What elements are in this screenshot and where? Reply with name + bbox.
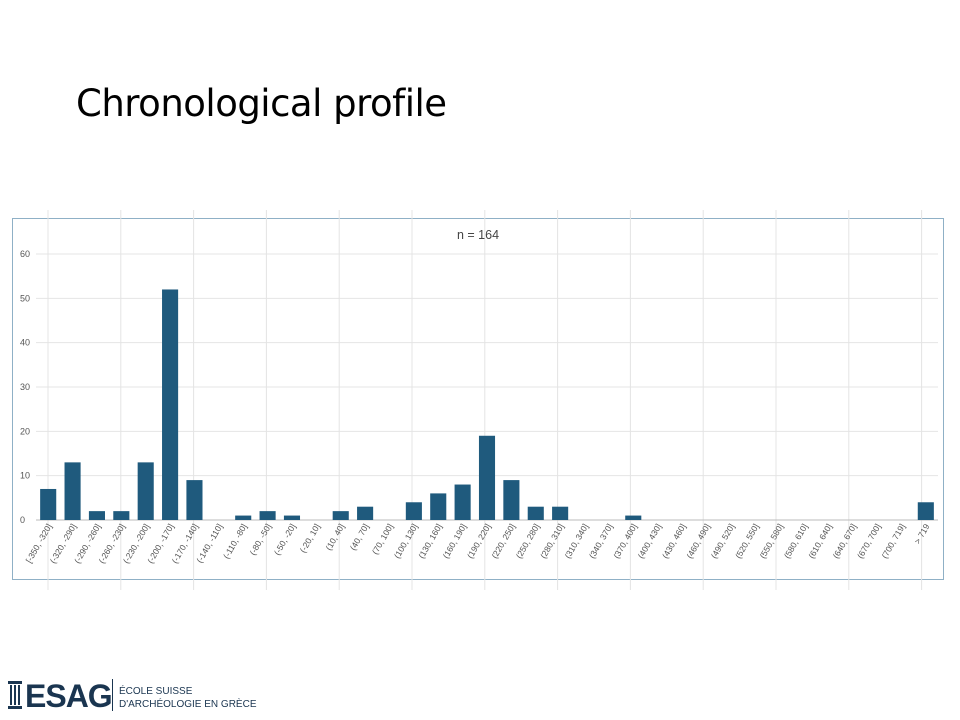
bar [137,462,154,520]
x-tick-label: (130, 160] [416,522,444,560]
x-tick-label: (100, 130] [392,522,420,560]
bar [332,511,349,520]
y-tick-label: 10 [20,471,30,481]
x-tick-label: (70, 100] [370,522,395,556]
bar [454,484,471,520]
x-tick-label: (190, 220] [465,522,493,560]
x-tick-label: (400, 430] [636,522,664,560]
bar [552,506,569,520]
bar [917,502,934,520]
bar [235,515,252,520]
bar [405,502,422,520]
x-tick-label: (520, 550] [733,522,761,560]
chart-title: n = 164 [457,228,499,242]
x-tick-label: (250, 280] [514,522,542,560]
y-tick-label: 50 [20,293,30,303]
x-tick-label: (610, 640] [806,522,834,560]
bar [527,506,544,520]
x-tick-label: (-110, -80] [221,522,249,560]
bar [162,289,179,520]
bar [625,515,642,520]
x-tick-label: (430, 460] [660,522,688,560]
x-tick-label: (310, 340] [562,522,590,560]
logo-column-icon [8,681,22,709]
x-tick-label: (-20, 10] [298,522,322,554]
logo-subtitle: ÉCOLE SUISSE D'ARCHÉOLOGIE EN GRÈCE [119,685,257,711]
bar [478,435,496,520]
bar [357,506,374,520]
x-tick-label: (640, 670] [831,522,859,560]
bar [186,480,203,520]
bar [283,515,301,520]
bar [503,480,520,520]
bar [88,511,105,520]
x-tick-label: (670, 700] [855,522,883,560]
x-tick-label: > 719 [912,522,932,546]
y-tick-label: 40 [20,338,30,348]
y-tick-label: 30 [20,382,30,392]
bar [259,511,276,520]
slide-title: Chronological profile [76,82,447,125]
x-tick-label: (220, 250] [489,522,517,560]
logo-name: ESAG [25,678,113,714]
x-tick-label: (700, 719] [879,522,907,560]
x-tick-label: (280, 310] [538,522,566,560]
y-tick-label: 20 [20,426,30,436]
x-tick-label: (370, 400] [611,522,639,560]
bar [113,511,130,520]
x-tick-label: (10, 40] [323,522,346,552]
bar [40,488,57,520]
x-tick-label: (160, 190] [441,522,469,560]
bar [430,493,447,520]
y-tick-label: 0 [20,515,25,525]
logo-divider [112,679,113,711]
x-tick-label: (490, 520] [709,522,737,560]
x-tick-label: (340, 370] [587,522,615,560]
x-tick-label: (-80, -50] [247,522,273,557]
x-tick-label: (580, 610] [782,522,810,560]
x-tick-label: (550, 580] [757,522,785,560]
logo-subtitle-line1: ÉCOLE SUISSE [119,686,193,697]
x-tick-label: (-50, -20] [272,522,298,557]
x-tick-label: (40, 70] [348,522,371,552]
y-tick-label: 60 [20,249,30,259]
x-tick-label: (460, 490] [684,522,712,560]
logo-subtitle-line2: D'ARCHÉOLOGIE EN GRÈCE [119,699,257,710]
bar [64,462,81,520]
